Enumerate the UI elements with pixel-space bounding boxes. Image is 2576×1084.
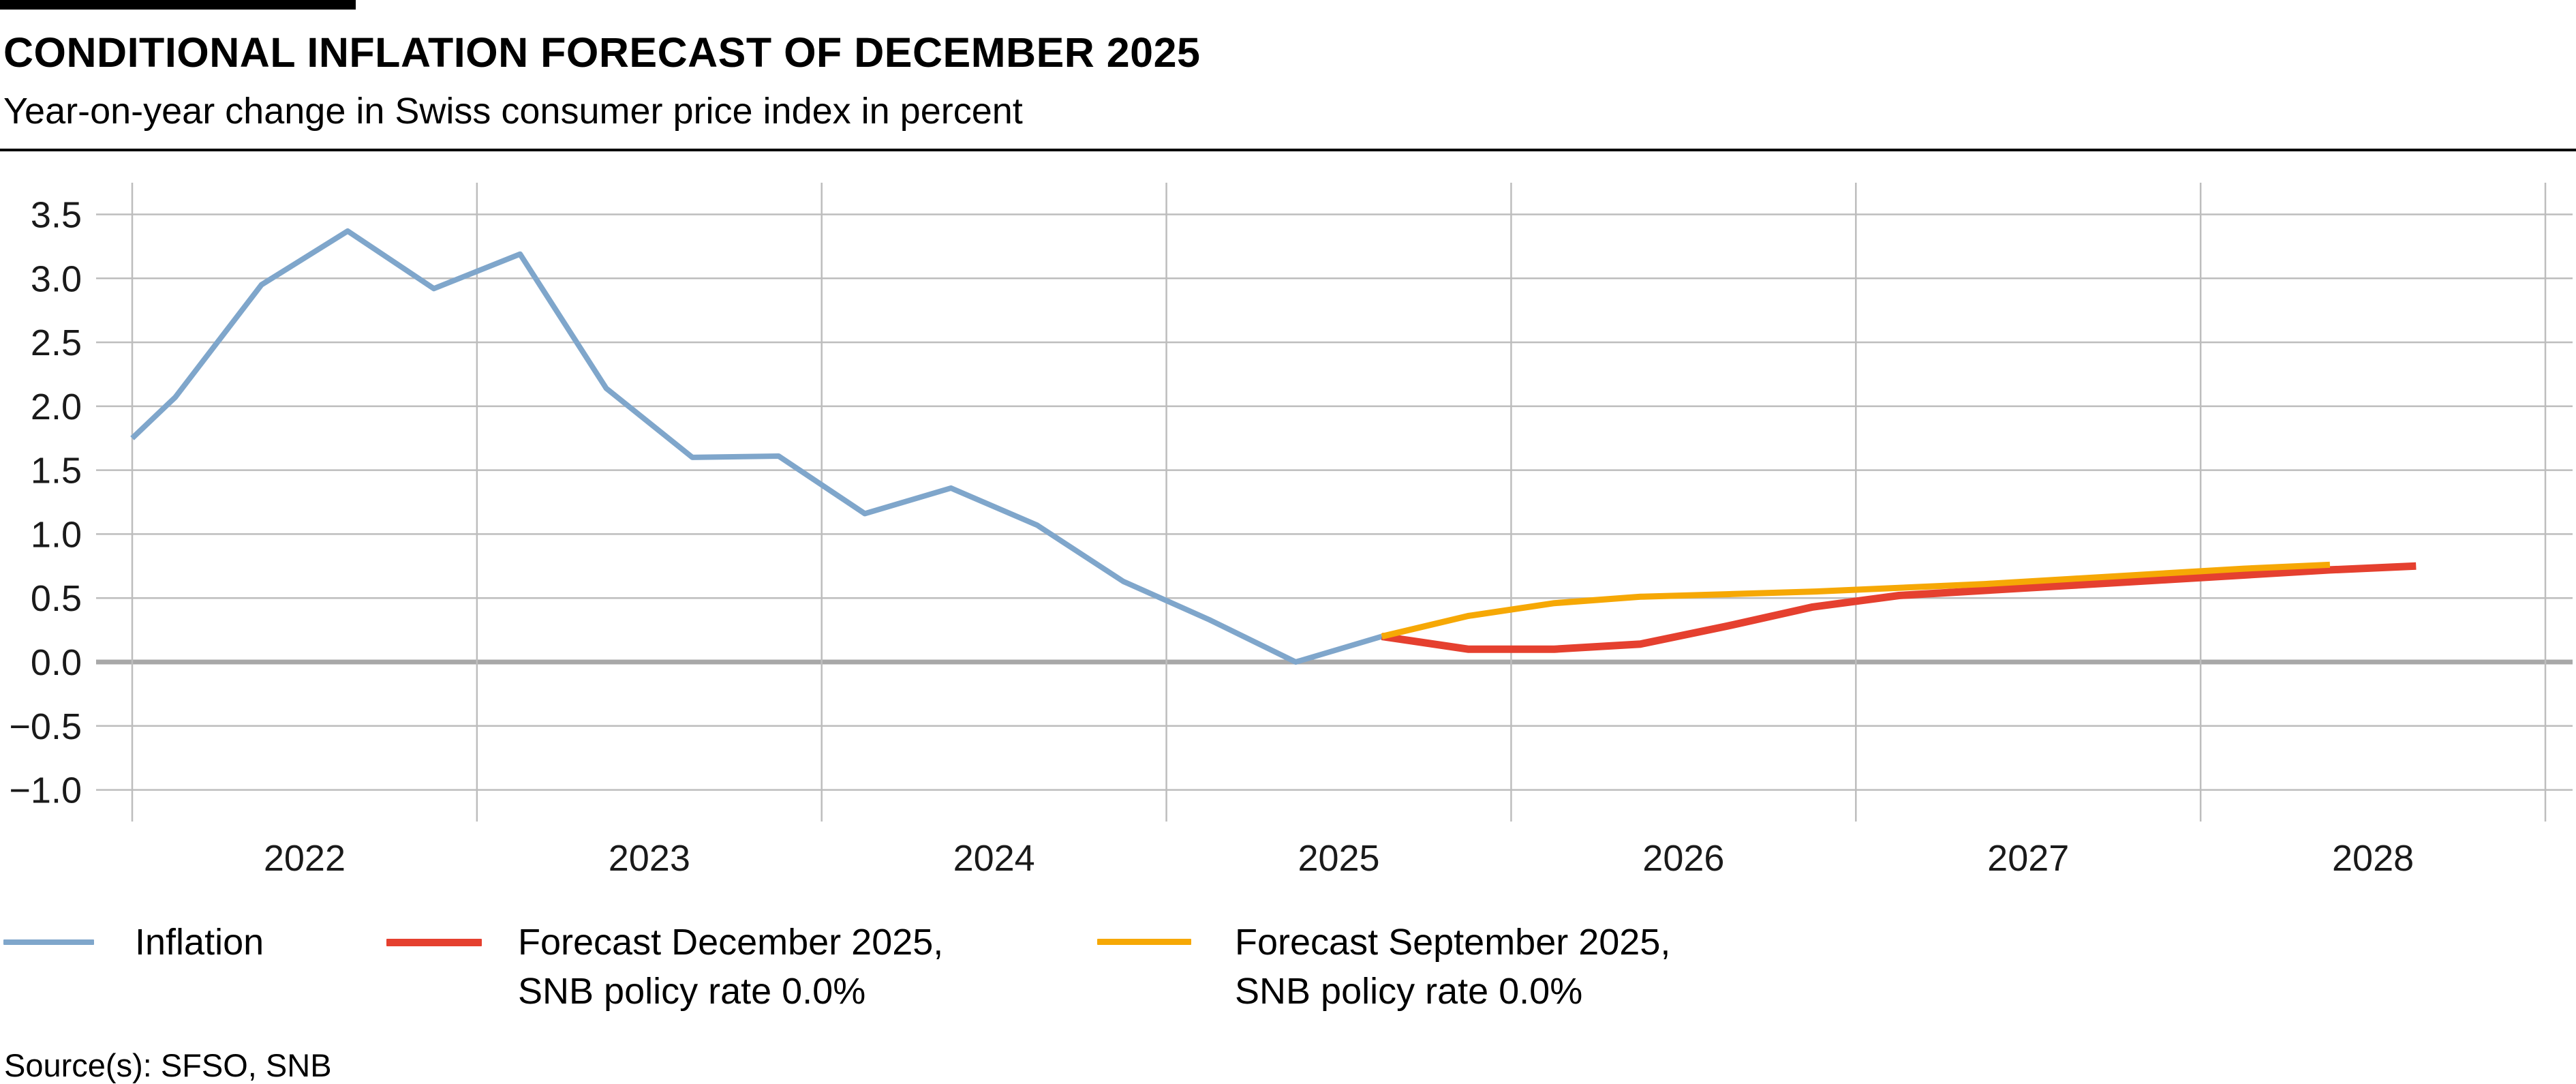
y-tick-label: −0.5	[9, 706, 82, 747]
legend-label: Inflation	[135, 918, 264, 967]
y-tick-label: 3.5	[31, 195, 82, 236]
legend-label: Forecast December 2025, SNB policy rate …	[518, 918, 943, 1016]
forecast-september-line-swatch-icon	[1097, 939, 1191, 945]
y-tick-label: 0.5	[31, 578, 82, 619]
source-note: Source(s): SFSO, SNB	[4, 1047, 332, 1083]
y-tick-label: −1.0	[9, 770, 82, 811]
y-tick-label: 2.0	[31, 387, 82, 427]
y-tick-label: 2.5	[31, 322, 82, 363]
series-inflation	[130, 228, 1383, 665]
x-tick-label: 2027	[1987, 838, 2069, 879]
y-tick-label: 1.5	[31, 451, 82, 492]
page-subtitle: Year-on-year change in Swiss consumer pr…	[3, 91, 1023, 132]
legend-label-line1: Forecast December 2025,	[518, 922, 944, 963]
series-forecast_dec	[1381, 562, 2417, 653]
series-forecast_sep	[1381, 561, 2331, 639]
legend-label-line2: SNB policy rate 0.0%	[1235, 971, 1583, 1012]
y-tick-label: 0.0	[31, 642, 82, 683]
legend-item-forecast-december: Forecast December 2025, SNB policy rate …	[386, 918, 943, 1016]
brand-bar	[0, 0, 356, 10]
legend-label-line2: SNB policy rate 0.0%	[518, 971, 866, 1012]
legend-item-inflation: Inflation	[3, 918, 264, 967]
x-tick-label: 2028	[2332, 838, 2414, 879]
forecast-december-line-swatch-icon	[386, 939, 482, 946]
header-divider	[0, 149, 2576, 151]
page-title: CONDITIONAL INFLATION FORECAST OF DECEMB…	[3, 29, 1201, 76]
legend-item-forecast-september: Forecast September 2025, SNB policy rate…	[1097, 918, 1670, 1016]
x-tick-label: 2026	[1642, 838, 1724, 879]
x-tick-label: 2023	[609, 838, 690, 879]
x-tick-label: 2025	[1298, 838, 1379, 879]
legend-label-line1: Forecast September 2025,	[1235, 922, 1671, 963]
legend-label: Forecast September 2025, SNB policy rate…	[1235, 918, 1670, 1016]
legend-label-line1: Inflation	[135, 922, 264, 963]
x-tick-label: 2022	[264, 838, 346, 879]
y-tick-label: 1.0	[31, 514, 82, 555]
inflation-line-swatch-icon	[3, 939, 94, 945]
x-tick-label: 2024	[953, 838, 1035, 879]
y-tick-label: 3.0	[31, 258, 82, 299]
